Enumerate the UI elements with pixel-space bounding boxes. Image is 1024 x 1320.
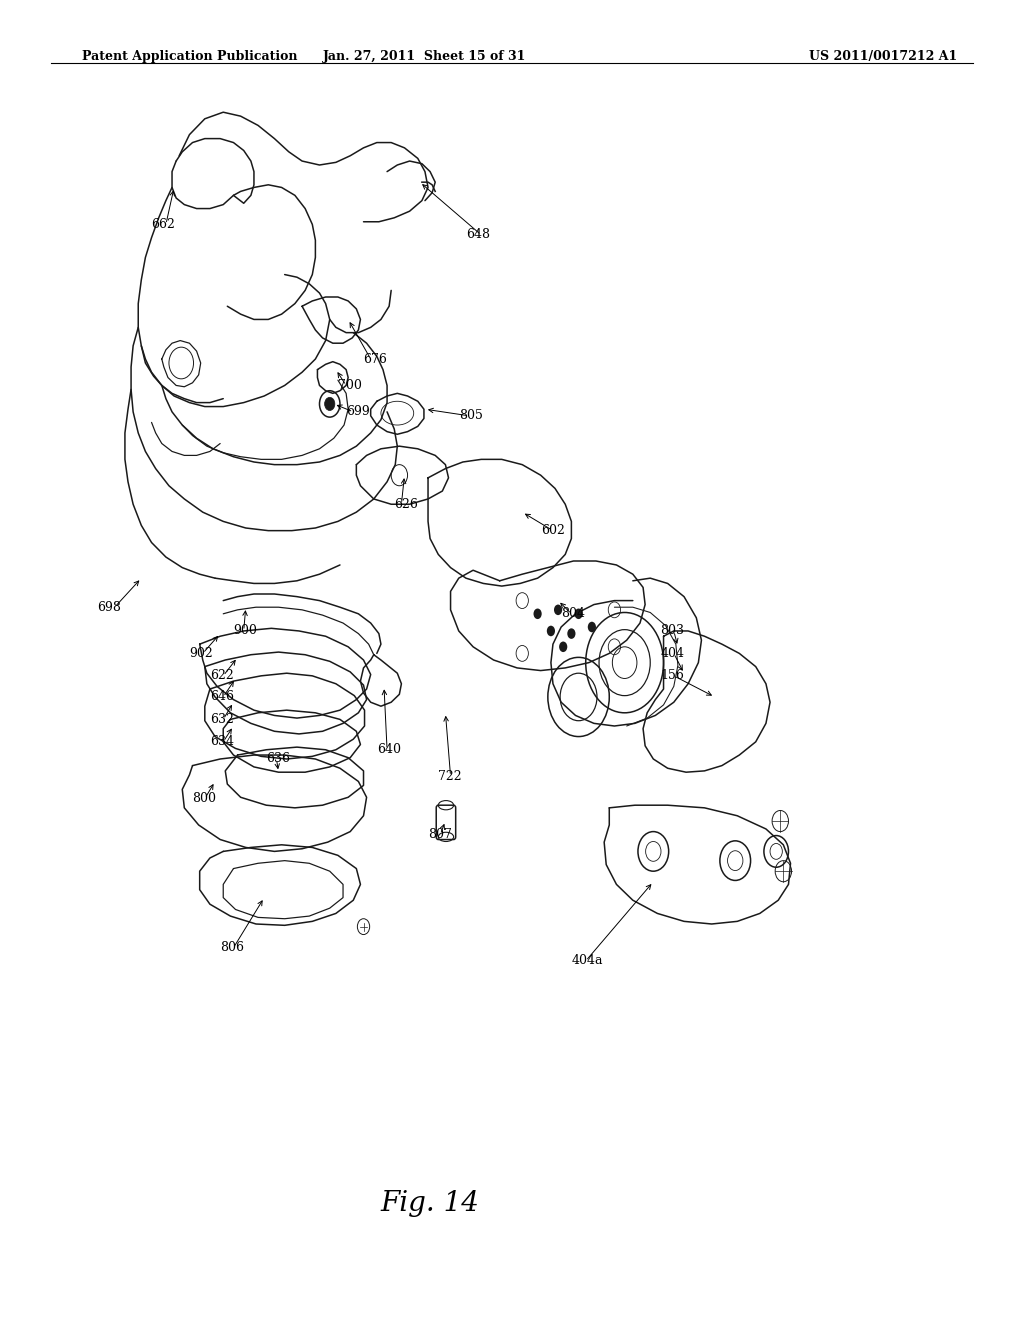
Text: 634: 634 bbox=[210, 735, 233, 748]
Text: Fig. 14: Fig. 14 bbox=[381, 1191, 479, 1217]
Text: 800: 800 bbox=[193, 792, 216, 805]
Circle shape bbox=[588, 622, 596, 632]
Text: 602: 602 bbox=[541, 524, 564, 537]
Text: 806: 806 bbox=[220, 941, 244, 954]
Text: 646: 646 bbox=[210, 690, 233, 704]
Text: 662: 662 bbox=[152, 218, 175, 231]
Text: 676: 676 bbox=[364, 352, 387, 366]
Text: US 2011/0017212 A1: US 2011/0017212 A1 bbox=[809, 50, 957, 63]
Text: 404a: 404a bbox=[571, 954, 603, 968]
Text: 622: 622 bbox=[210, 669, 233, 682]
Text: 640: 640 bbox=[377, 743, 400, 756]
Circle shape bbox=[534, 609, 542, 619]
Text: 805: 805 bbox=[459, 409, 482, 422]
Text: 807: 807 bbox=[428, 828, 452, 841]
Text: 804: 804 bbox=[561, 607, 585, 620]
Circle shape bbox=[567, 628, 575, 639]
Text: Patent Application Publication: Patent Application Publication bbox=[82, 50, 297, 63]
Text: 803: 803 bbox=[660, 624, 684, 638]
Text: 626: 626 bbox=[394, 498, 418, 511]
Text: 699: 699 bbox=[346, 405, 370, 418]
Text: 404: 404 bbox=[660, 647, 684, 660]
Text: 722: 722 bbox=[438, 770, 462, 783]
Text: 900: 900 bbox=[233, 624, 257, 638]
Text: 902: 902 bbox=[189, 647, 213, 660]
Circle shape bbox=[574, 609, 583, 619]
Text: 648: 648 bbox=[466, 228, 489, 242]
Text: Jan. 27, 2011  Sheet 15 of 31: Jan. 27, 2011 Sheet 15 of 31 bbox=[324, 50, 526, 63]
Text: 636: 636 bbox=[266, 752, 290, 766]
Text: 698: 698 bbox=[97, 601, 121, 614]
Text: 700: 700 bbox=[338, 379, 361, 392]
Text: 156: 156 bbox=[660, 669, 684, 682]
Circle shape bbox=[547, 626, 555, 636]
Circle shape bbox=[325, 397, 335, 411]
Circle shape bbox=[559, 642, 567, 652]
Circle shape bbox=[554, 605, 562, 615]
Text: 632: 632 bbox=[210, 713, 233, 726]
